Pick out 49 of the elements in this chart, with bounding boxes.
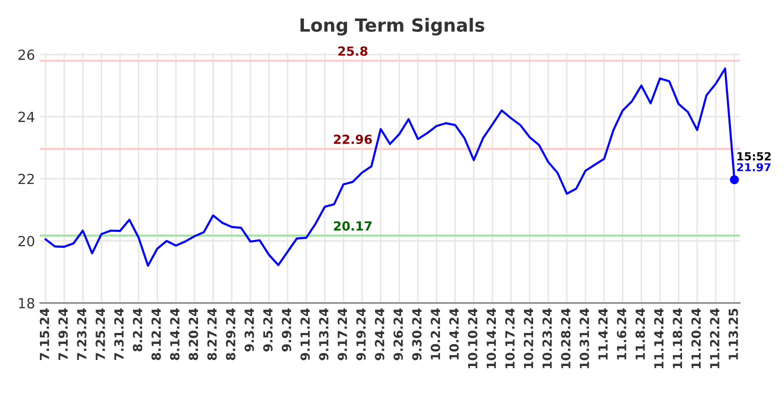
x-tick-label: 9.9.24 bbox=[282, 308, 292, 352]
x-tick-label: 10.23.24 bbox=[542, 308, 552, 368]
x-tick-label: 11.6.24 bbox=[616, 308, 626, 360]
x-tick-label: 7.31.24 bbox=[114, 308, 124, 360]
x-tick-label: 10.4.24 bbox=[449, 308, 459, 360]
x-tick-label: 9.3.24 bbox=[244, 308, 254, 352]
x-tick-label: 10.28.24 bbox=[561, 308, 570, 368]
y-tick-label: 26 bbox=[18, 50, 34, 60]
x-tick-label: 7.25.24 bbox=[96, 308, 106, 360]
annotation: 15:52 bbox=[738, 152, 771, 160]
x-tick-label: 11.20.24 bbox=[691, 308, 701, 368]
x-tick-label: 8.14.24 bbox=[170, 308, 180, 360]
x-tick-label: 9.11.24 bbox=[300, 308, 310, 360]
x-tick-label: 1.13.25 bbox=[728, 308, 738, 360]
x-tick-label: 7.15.24 bbox=[40, 308, 50, 360]
x-tick-label: 11.4.24 bbox=[598, 308, 608, 360]
x-tick-label: 10.14.24 bbox=[486, 308, 496, 368]
x-tick-label: 8.27.24 bbox=[207, 308, 217, 360]
x-tick-label: 8.20.24 bbox=[188, 308, 198, 360]
ref-line-label: 20.17 bbox=[334, 221, 372, 231]
x-tick-label: 9.24.24 bbox=[374, 308, 384, 360]
y-tick-label: 22 bbox=[18, 174, 34, 184]
x-tick-label: 10.21.24 bbox=[524, 308, 534, 368]
x-tick-label: 11.18.24 bbox=[672, 308, 682, 368]
x-tick-label: 10.17.24 bbox=[505, 308, 515, 368]
x-tick-label: 11.22.24 bbox=[710, 308, 720, 368]
x-tick-label: 7.23.24 bbox=[76, 308, 86, 360]
x-tick-label: 9.30.24 bbox=[412, 308, 422, 360]
x-tick-label: 11.14.24 bbox=[654, 308, 664, 368]
y-tick-label: 24 bbox=[18, 112, 34, 122]
x-tick-label: 9.5.24 bbox=[263, 308, 273, 352]
x-tick-label: 10.2.24 bbox=[430, 308, 440, 360]
x-tick-label: 10.31.24 bbox=[580, 308, 590, 368]
chart-title: Long Term Signals bbox=[300, 18, 484, 36]
x-tick-label: 8.12.24 bbox=[151, 308, 161, 360]
x-tick-label: 7.19.24 bbox=[58, 308, 68, 360]
x-tick-label: 9.13.24 bbox=[319, 308, 328, 360]
x-tick-label: 9.17.24 bbox=[338, 308, 348, 360]
ref-line-label: 22.96 bbox=[334, 134, 372, 144]
x-tick-label: 11.8.24 bbox=[636, 308, 645, 360]
data-label: 21.97 bbox=[737, 162, 771, 172]
x-tick-label: 9.26.24 bbox=[393, 308, 403, 360]
y-tick-label: 20 bbox=[18, 236, 34, 246]
y-tick-label: 18 bbox=[18, 298, 34, 308]
x-tick-label: 8.29.24 bbox=[226, 308, 236, 360]
x-tick-label: 8.2.24 bbox=[132, 308, 142, 352]
x-tick-label: 9.19.24 bbox=[356, 308, 366, 360]
x-tick-label: 10.10.24 bbox=[468, 308, 478, 368]
ref-line-label: 25.8 bbox=[338, 46, 368, 56]
